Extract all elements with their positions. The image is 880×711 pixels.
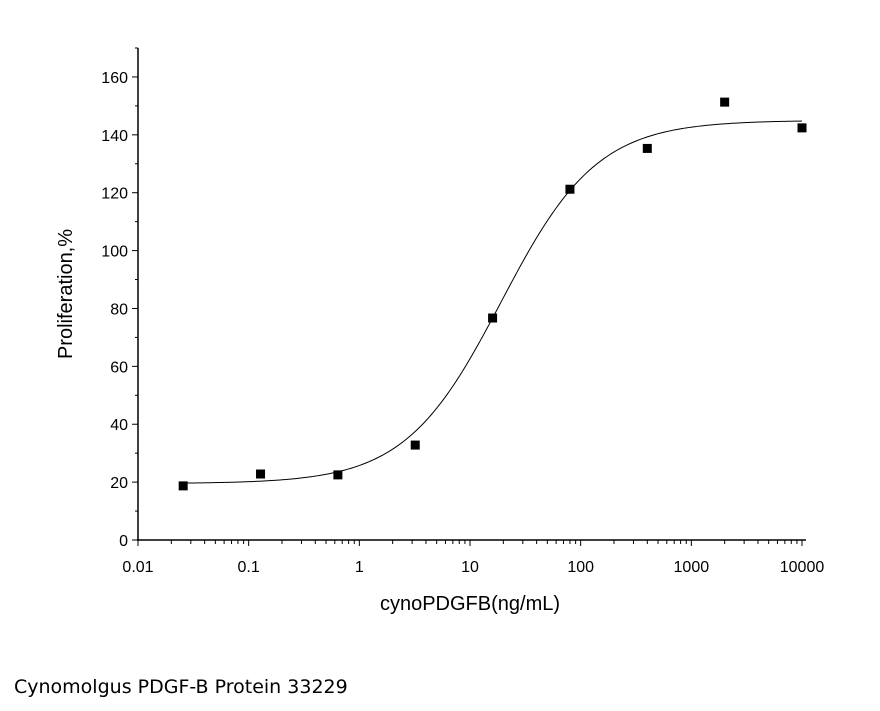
y-tick-label: 160 bbox=[101, 70, 128, 87]
y-tick-label: 140 bbox=[101, 128, 128, 145]
data-points bbox=[178, 97, 807, 491]
data-point bbox=[720, 97, 730, 107]
x-tick-label: 10 bbox=[461, 559, 479, 576]
data-point bbox=[178, 481, 188, 491]
y-axis-label: Proliferation,% bbox=[55, 229, 77, 359]
data-point bbox=[642, 143, 652, 153]
y-tick-label: 40 bbox=[110, 417, 128, 434]
data-point bbox=[256, 469, 266, 479]
x-tick-label: 0.1 bbox=[238, 559, 260, 576]
x-tick-label: 1000 bbox=[674, 559, 710, 576]
x-tick-label: 100 bbox=[567, 559, 594, 576]
figure-caption: Cynomolgus PDGF-B Protein 33229 bbox=[14, 676, 348, 698]
data-point bbox=[410, 440, 420, 450]
y-tick-label: 0 bbox=[119, 533, 128, 550]
data-point bbox=[565, 184, 575, 194]
data-point bbox=[488, 313, 498, 323]
fit-curve bbox=[183, 120, 803, 484]
y-tick-label: 120 bbox=[101, 186, 128, 203]
y-tick-label: 80 bbox=[110, 301, 128, 318]
axes: 0 20 40 60 80 100 120 140 160 0.01 0.1 1 10 100 1000 10… bbox=[101, 47, 825, 576]
data-point bbox=[797, 123, 807, 133]
y-tick-label: 20 bbox=[110, 475, 128, 492]
x-tick-label: 0.01 bbox=[122, 559, 153, 576]
y-tick-label: 100 bbox=[101, 244, 128, 261]
data-point bbox=[333, 470, 343, 480]
x-axis-label: cynoPDGFB(ng/mL) bbox=[380, 593, 560, 615]
x-tick-label: 10000 bbox=[780, 559, 825, 576]
x-tick-label: 1 bbox=[355, 559, 364, 576]
y-tick-label: 60 bbox=[110, 359, 128, 376]
